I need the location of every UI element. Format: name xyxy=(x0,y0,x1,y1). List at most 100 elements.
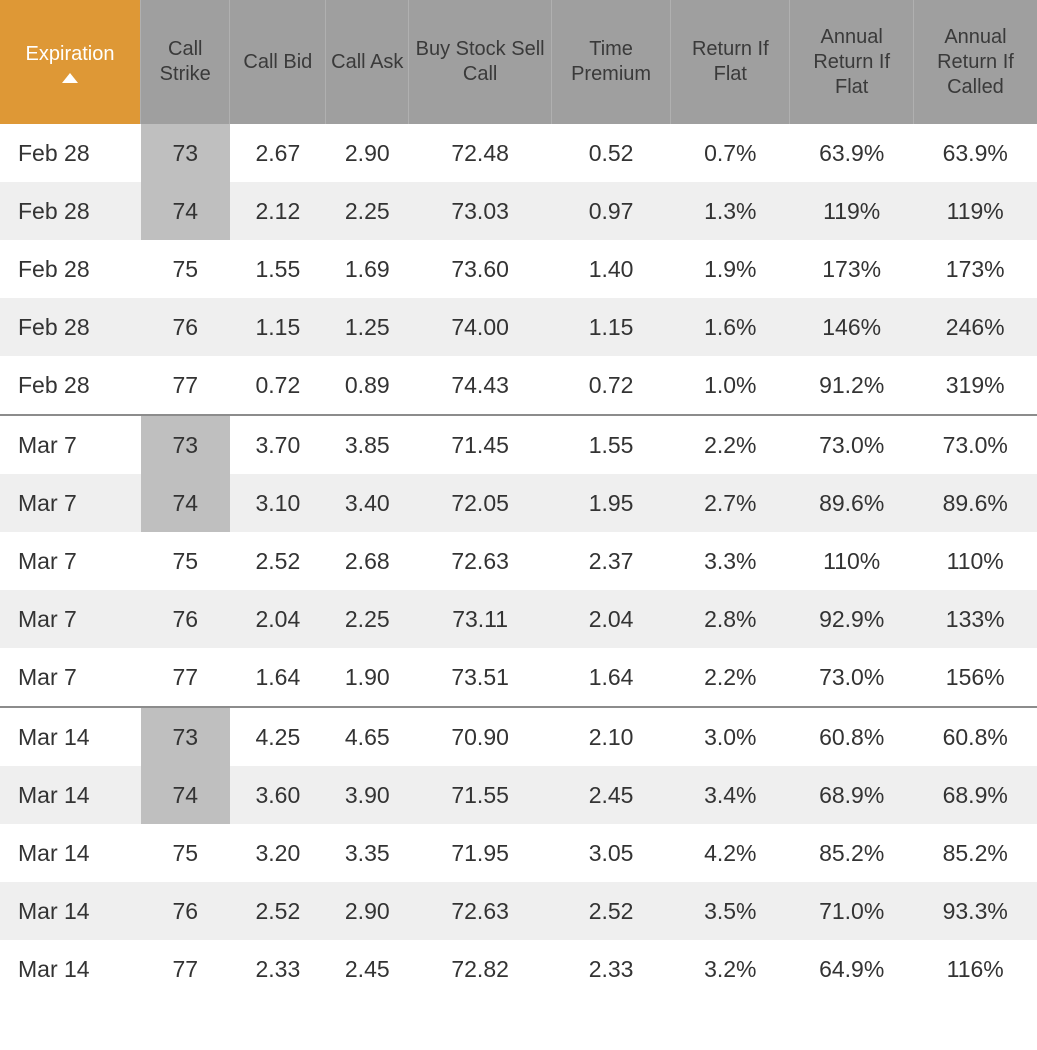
col-header-annual_return_if_flat[interactable]: Annual Return If Flat xyxy=(790,0,914,124)
cell-call_bid: 3.20 xyxy=(230,824,326,882)
cell-call_ask: 3.85 xyxy=(326,416,409,474)
col-header-time_premium[interactable]: Time Premium xyxy=(551,0,670,124)
cell-expiration: Feb 28 xyxy=(0,182,141,240)
col-header-annual_return_if_called[interactable]: Annual Return If Called xyxy=(913,0,1037,124)
cell-return_if_flat: 1.9% xyxy=(671,240,790,298)
col-header-label: Buy Stock Sell Call xyxy=(416,38,545,85)
col-header-expiration[interactable]: Expiration xyxy=(0,0,141,124)
cell-time_premium: 2.33 xyxy=(551,940,670,998)
cell-buy_stock_sell_call: 71.55 xyxy=(409,766,552,824)
cell-return_if_flat: 2.2% xyxy=(671,416,790,474)
cell-annual_return_if_flat: 63.9% xyxy=(790,124,914,182)
cell-annual_return_if_called: 85.2% xyxy=(913,824,1037,882)
cell-expiration: Mar 7 xyxy=(0,416,141,474)
cell-call_strike: 73 xyxy=(141,124,230,182)
col-header-call_ask[interactable]: Call Ask xyxy=(326,0,409,124)
cell-call_strike: 77 xyxy=(141,648,230,707)
cell-call_bid: 2.52 xyxy=(230,532,326,590)
cell-buy_stock_sell_call: 73.03 xyxy=(409,182,552,240)
cell-call_ask: 1.69 xyxy=(326,240,409,298)
cell-annual_return_if_called: 116% xyxy=(913,940,1037,998)
cell-expiration: Feb 28 xyxy=(0,240,141,298)
cell-annual_return_if_called: 68.9% xyxy=(913,766,1037,824)
cell-expiration: Mar 7 xyxy=(0,474,141,532)
cell-call_strike: 73 xyxy=(141,416,230,474)
table-row: Mar 14772.332.4572.822.333.2%64.9%116% xyxy=(0,940,1037,998)
cell-annual_return_if_called: 119% xyxy=(913,182,1037,240)
cell-buy_stock_sell_call: 72.82 xyxy=(409,940,552,998)
cell-call_strike: 74 xyxy=(141,766,230,824)
cell-buy_stock_sell_call: 71.95 xyxy=(409,824,552,882)
cell-call_ask: 2.90 xyxy=(326,124,409,182)
table-row: Mar 7762.042.2573.112.042.8%92.9%133% xyxy=(0,590,1037,648)
cell-annual_return_if_flat: 60.8% xyxy=(790,708,914,766)
col-header-call_strike[interactable]: Call Strike xyxy=(141,0,230,124)
options-table-container: Expiration Call Strike Call BidCall AskBuy… xyxy=(0,0,1037,998)
cell-call_ask: 3.90 xyxy=(326,766,409,824)
cell-annual_return_if_called: 73.0% xyxy=(913,416,1037,474)
col-header-call_bid[interactable]: Call Bid xyxy=(230,0,326,124)
cell-time_premium: 2.52 xyxy=(551,882,670,940)
cell-buy_stock_sell_call: 73.11 xyxy=(409,590,552,648)
table-row: Feb 28761.151.2574.001.151.6%146%246% xyxy=(0,298,1037,356)
col-header-return_if_flat[interactable]: Return If Flat xyxy=(671,0,790,124)
col-header-label: Annual Return If Called xyxy=(937,26,1014,98)
cell-call_bid: 2.04 xyxy=(230,590,326,648)
col-header-label: Annual Return If Flat xyxy=(813,26,890,98)
cell-buy_stock_sell_call: 72.63 xyxy=(409,532,552,590)
cell-buy_stock_sell_call: 74.43 xyxy=(409,356,552,415)
cell-expiration: Mar 7 xyxy=(0,590,141,648)
cell-annual_return_if_called: 89.6% xyxy=(913,474,1037,532)
cell-call_bid: 2.12 xyxy=(230,182,326,240)
cell-expiration: Feb 28 xyxy=(0,356,141,415)
cell-call_strike: 76 xyxy=(141,298,230,356)
cell-call_ask: 1.90 xyxy=(326,648,409,707)
cell-annual_return_if_flat: 92.9% xyxy=(790,590,914,648)
cell-return_if_flat: 3.4% xyxy=(671,766,790,824)
cell-buy_stock_sell_call: 70.90 xyxy=(409,708,552,766)
cell-time_premium: 2.45 xyxy=(551,766,670,824)
cell-expiration: Mar 14 xyxy=(0,766,141,824)
cell-annual_return_if_flat: 68.9% xyxy=(790,766,914,824)
cell-time_premium: 1.64 xyxy=(551,648,670,707)
cell-time_premium: 3.05 xyxy=(551,824,670,882)
cell-annual_return_if_flat: 89.6% xyxy=(790,474,914,532)
cell-return_if_flat: 2.2% xyxy=(671,648,790,707)
cell-annual_return_if_flat: 73.0% xyxy=(790,648,914,707)
cell-buy_stock_sell_call: 71.45 xyxy=(409,416,552,474)
table-row: Mar 14753.203.3571.953.054.2%85.2%85.2% xyxy=(0,824,1037,882)
col-header-label: Expiration xyxy=(26,43,115,65)
header-row: Expiration Call Strike Call BidCall AskBuy… xyxy=(0,0,1037,124)
table-row: Feb 28732.672.9072.480.520.7%63.9%63.9% xyxy=(0,124,1037,182)
cell-return_if_flat: 2.7% xyxy=(671,474,790,532)
cell-return_if_flat: 3.0% xyxy=(671,708,790,766)
cell-call_strike: 75 xyxy=(141,240,230,298)
cell-time_premium: 1.15 xyxy=(551,298,670,356)
cell-call_strike: 76 xyxy=(141,590,230,648)
cell-expiration: Mar 7 xyxy=(0,648,141,707)
cell-call_ask: 2.45 xyxy=(326,940,409,998)
cell-time_premium: 0.52 xyxy=(551,124,670,182)
cell-return_if_flat: 4.2% xyxy=(671,824,790,882)
cell-call_strike: 75 xyxy=(141,824,230,882)
cell-annual_return_if_called: 173% xyxy=(913,240,1037,298)
cell-return_if_flat: 3.3% xyxy=(671,532,790,590)
cell-annual_return_if_called: 93.3% xyxy=(913,882,1037,940)
sort-asc-icon xyxy=(62,73,78,83)
cell-buy_stock_sell_call: 74.00 xyxy=(409,298,552,356)
cell-time_premium: 1.95 xyxy=(551,474,670,532)
cell-call_strike: 75 xyxy=(141,532,230,590)
cell-call_strike: 74 xyxy=(141,474,230,532)
cell-expiration: Feb 28 xyxy=(0,124,141,182)
col-header-label: Call Strike xyxy=(160,38,211,85)
cell-annual_return_if_called: 63.9% xyxy=(913,124,1037,182)
cell-time_premium: 2.37 xyxy=(551,532,670,590)
cell-annual_return_if_flat: 173% xyxy=(790,240,914,298)
table-body: Feb 28732.672.9072.480.520.7%63.9%63.9%F… xyxy=(0,124,1037,998)
cell-call_strike: 77 xyxy=(141,940,230,998)
cell-annual_return_if_called: 156% xyxy=(913,648,1037,707)
cell-annual_return_if_called: 319% xyxy=(913,356,1037,415)
cell-call_bid: 4.25 xyxy=(230,708,326,766)
table-row: Mar 7771.641.9073.511.642.2%73.0%156% xyxy=(0,648,1037,707)
col-header-buy_stock_sell_call[interactable]: Buy Stock Sell Call xyxy=(409,0,552,124)
